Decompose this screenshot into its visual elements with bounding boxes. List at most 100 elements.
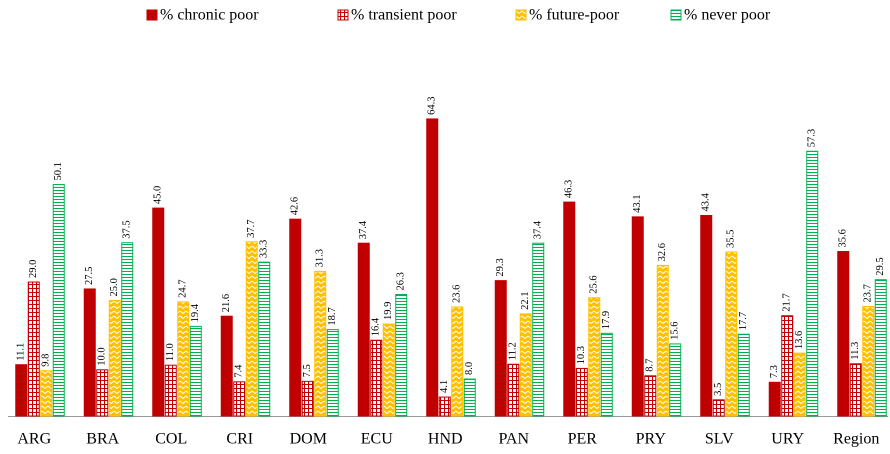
x-tick-label: SLV [705, 431, 734, 448]
value-label: 13.6 [794, 331, 805, 349]
value-label: 9.8 [40, 354, 51, 367]
x-tick-label: PRY [636, 431, 667, 448]
value-label: 29.3 [495, 258, 506, 276]
bar [370, 339, 383, 417]
value-label: 37.4 [358, 220, 369, 239]
value-label: 64.3 [426, 97, 437, 115]
bar [314, 270, 327, 417]
x-tick-label: ECU [361, 431, 393, 448]
bar [563, 201, 576, 417]
value-label: 29.0 [28, 260, 39, 278]
bar [532, 242, 545, 417]
bar [644, 375, 657, 417]
bar [631, 216, 644, 417]
value-label: 11.2 [507, 342, 518, 360]
legend-label: % chronic poor [160, 7, 259, 24]
x-tick-label: URY [771, 431, 804, 448]
value-label: 19.4 [190, 303, 201, 322]
bar [52, 184, 65, 417]
value-label: 43.4 [700, 192, 711, 211]
value-label: 35.5 [725, 230, 736, 248]
bar [426, 118, 439, 417]
value-label: 11.1 [15, 343, 26, 361]
value-label: 25.6 [588, 275, 599, 293]
value-label: 33.3 [258, 240, 269, 258]
bar [768, 381, 781, 417]
x-tick-label: PER [568, 431, 598, 448]
legend-swatch [146, 9, 158, 21]
bar [40, 370, 53, 417]
bar [164, 364, 177, 417]
bar [793, 352, 806, 417]
bar [600, 332, 613, 417]
bar [245, 241, 258, 417]
bar [494, 280, 507, 417]
bar [507, 363, 520, 417]
value-label: 25.0 [109, 278, 120, 296]
value-label: 43.1 [632, 195, 643, 213]
value-label: 7.4 [233, 364, 244, 378]
value-label: 11.3 [850, 342, 861, 360]
bar [575, 367, 588, 417]
value-label: 10.3 [576, 346, 587, 364]
bar [395, 293, 408, 417]
value-label: 18.7 [327, 307, 338, 325]
value-label: 31.3 [314, 249, 325, 267]
legend-label: % future-poor [529, 7, 620, 24]
value-label: 11.0 [165, 343, 176, 361]
value-label: 37.7 [246, 219, 257, 237]
value-label: 7.5 [302, 364, 313, 377]
value-label: 26.3 [395, 272, 406, 290]
value-label: 22.1 [520, 292, 531, 310]
bar [326, 329, 339, 417]
bar [357, 242, 370, 417]
value-label: 7.3 [769, 365, 780, 378]
value-label: 35.6 [837, 229, 848, 247]
value-label: 21.6 [221, 294, 232, 312]
bar [862, 306, 875, 417]
x-tick-label: ARG [17, 431, 51, 448]
legend-label: % transient poor [351, 7, 457, 24]
bar [519, 313, 532, 417]
value-label: 50.1 [53, 162, 64, 180]
value-label: 32.6 [657, 243, 668, 261]
value-label: 17.9 [601, 311, 612, 329]
value-label: 37.4 [532, 220, 543, 239]
bar [15, 364, 28, 417]
bar [233, 381, 246, 417]
bar [177, 301, 190, 417]
value-label: 46.3 [563, 180, 574, 198]
legend-swatch [670, 9, 682, 21]
x-tick-label: COL [155, 431, 187, 448]
value-label: 42.6 [289, 197, 300, 215]
x-tick-label: Region [833, 431, 879, 448]
x-tick-label: CRI [226, 431, 253, 448]
bar [27, 281, 40, 417]
value-label: 24.7 [177, 280, 188, 298]
bar [96, 369, 109, 417]
bar [849, 363, 862, 417]
value-label: 45.0 [152, 186, 163, 204]
bar [220, 315, 233, 417]
x-tick-label: BRA [86, 431, 119, 448]
value-label: 37.5 [121, 220, 132, 238]
value-label: 21.7 [781, 293, 792, 311]
bar [725, 251, 738, 417]
x-tick-label: DOM [290, 431, 327, 448]
bar [189, 325, 202, 417]
bar [438, 396, 451, 417]
x-tick-label: HND [428, 431, 463, 448]
legend-swatch [337, 9, 349, 21]
bar [301, 380, 314, 417]
bar [806, 150, 819, 417]
bar [152, 207, 165, 417]
x-tick-label: PAN [498, 431, 529, 448]
legend-label: % never poor [684, 7, 771, 24]
bar [121, 242, 134, 417]
bar [382, 323, 395, 417]
value-label: 4.1 [439, 380, 450, 393]
value-label: 19.9 [383, 302, 394, 320]
bar [108, 300, 121, 417]
bar [451, 306, 464, 417]
